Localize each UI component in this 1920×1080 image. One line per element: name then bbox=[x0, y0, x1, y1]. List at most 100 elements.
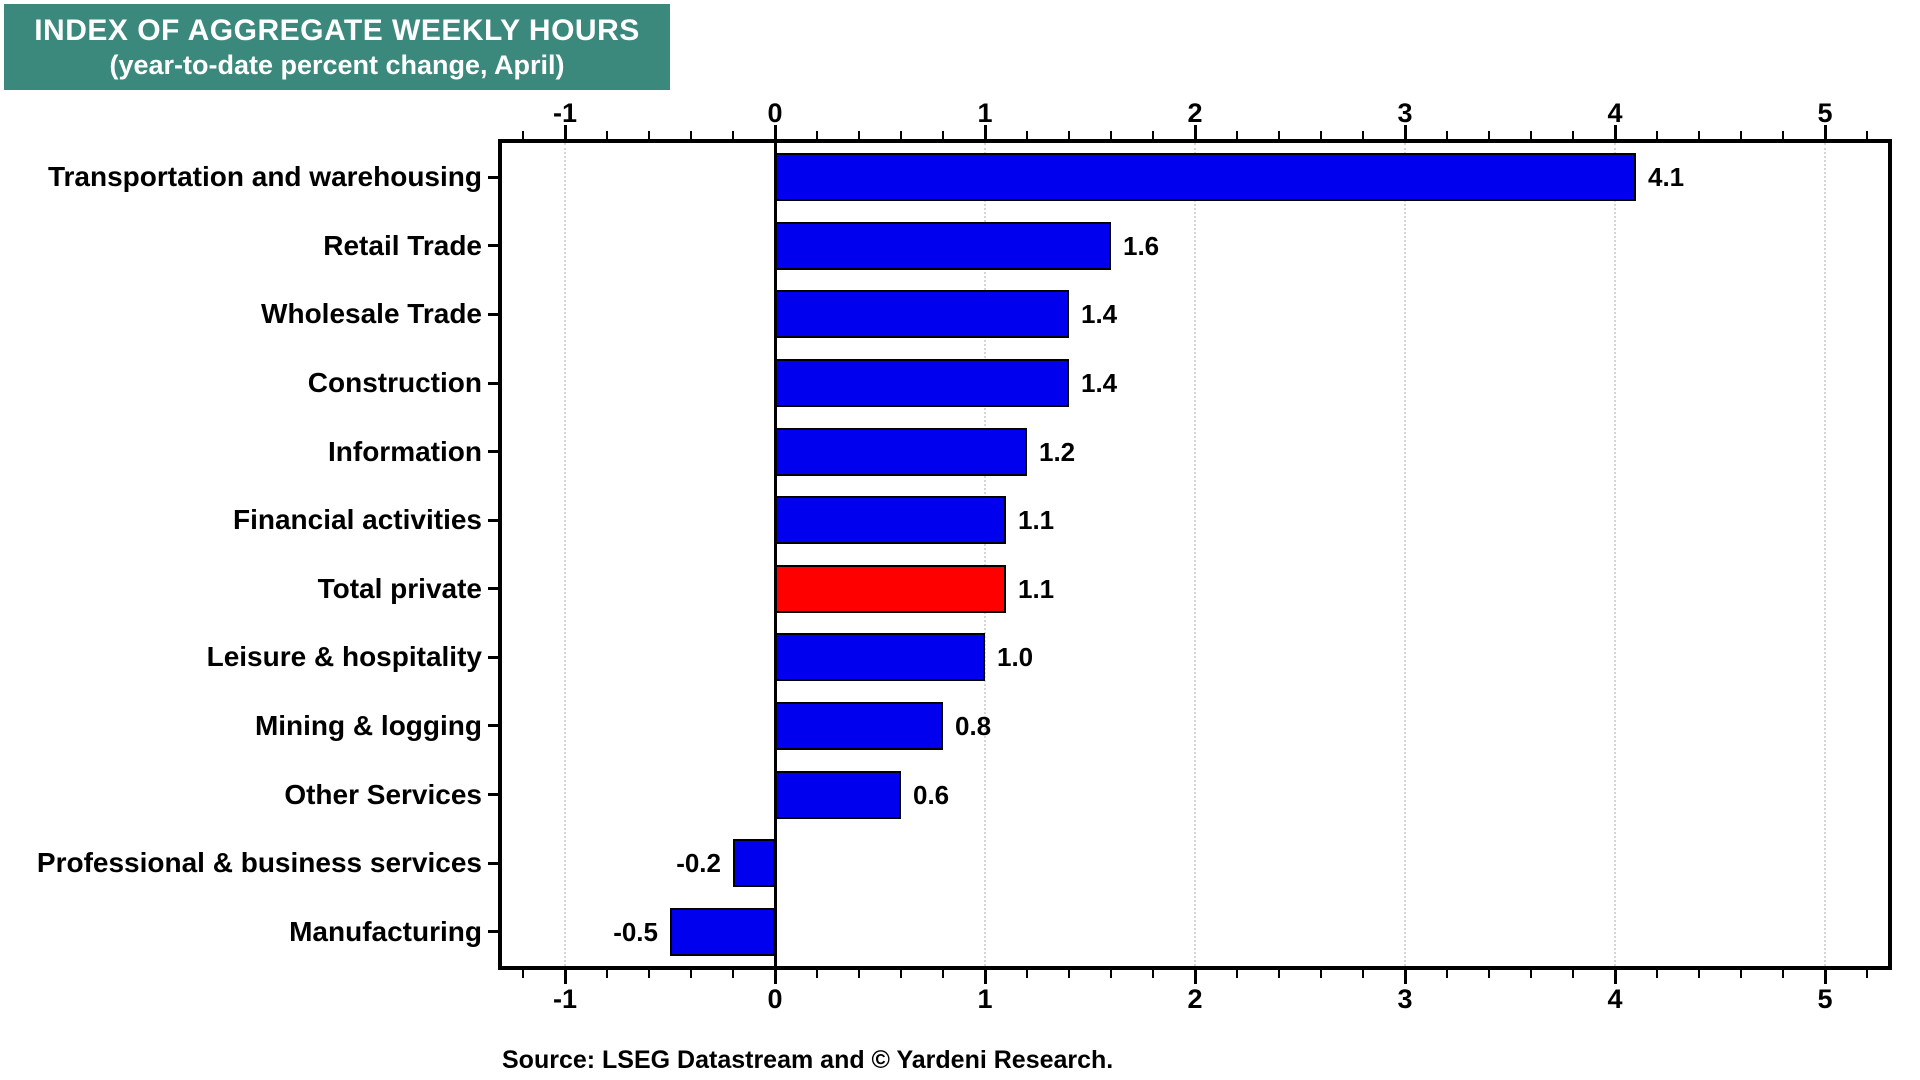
gridline bbox=[564, 143, 566, 966]
x-axis-tick-label-top: 5 bbox=[1817, 98, 1833, 128]
x-axis-major-tick bbox=[773, 125, 777, 139]
bar bbox=[775, 427, 1027, 476]
bar-highlight bbox=[775, 564, 1006, 613]
x-axis-tick-label-bottom: 1 bbox=[977, 984, 993, 1014]
x-axis-minor-tick bbox=[1278, 131, 1280, 139]
x-axis-minor-tick bbox=[1362, 970, 1364, 978]
category-tick bbox=[488, 312, 498, 316]
x-axis-minor-tick bbox=[1530, 970, 1532, 978]
category-tick bbox=[488, 724, 498, 728]
source-note: Source: LSEG Datastream and © Yardeni Re… bbox=[502, 1046, 1114, 1074]
x-axis-major-tick bbox=[1403, 125, 1407, 139]
x-axis-tick-label-bottom: 2 bbox=[1187, 984, 1203, 1014]
x-axis-minor-tick bbox=[1110, 131, 1112, 139]
x-axis-minor-tick bbox=[1740, 970, 1742, 978]
bar bbox=[775, 701, 943, 750]
x-axis-minor-tick bbox=[858, 970, 860, 978]
x-axis-major-tick bbox=[1193, 125, 1197, 139]
x-axis-minor-tick bbox=[1320, 970, 1322, 978]
x-axis-minor-tick bbox=[522, 131, 524, 139]
x-axis-minor-tick bbox=[942, 970, 944, 978]
x-axis-minor-tick bbox=[1698, 131, 1700, 139]
x-axis-minor-tick bbox=[1572, 131, 1574, 139]
value-label: 0.6 bbox=[913, 779, 950, 810]
value-label: -0.2 bbox=[676, 848, 721, 879]
category-tick bbox=[488, 244, 498, 248]
gridline bbox=[1194, 143, 1196, 966]
category-tick bbox=[488, 450, 498, 454]
category-label: Wholesale Trade bbox=[261, 298, 482, 330]
bar bbox=[775, 221, 1111, 270]
category-label: Information bbox=[328, 435, 482, 467]
x-axis-minor-tick bbox=[1278, 970, 1280, 978]
category-tick bbox=[488, 930, 498, 934]
category-label: Construction bbox=[307, 367, 482, 399]
chart-subtitle: (year-to-date percent change, April) bbox=[109, 49, 565, 80]
x-axis-major-tick bbox=[563, 970, 567, 984]
x-axis-minor-tick bbox=[1068, 970, 1070, 978]
x-axis-tick-label-bottom: 5 bbox=[1817, 984, 1833, 1014]
x-axis-major-tick bbox=[1823, 125, 1827, 139]
x-axis-minor-tick bbox=[1152, 970, 1154, 978]
x-axis-tick-label-top: 4 bbox=[1607, 98, 1623, 128]
category-label: Manufacturing bbox=[289, 915, 482, 947]
x-axis-minor-tick bbox=[1572, 970, 1574, 978]
value-label: 0.8 bbox=[955, 710, 992, 741]
x-axis-minor-tick bbox=[1236, 970, 1238, 978]
x-axis-minor-tick bbox=[900, 131, 902, 139]
x-axis-minor-tick bbox=[1866, 970, 1868, 978]
category-label: Transportation and warehousing bbox=[47, 161, 482, 193]
x-axis-minor-tick bbox=[606, 970, 608, 978]
x-axis-minor-tick bbox=[1068, 131, 1070, 139]
category-tick bbox=[488, 587, 498, 591]
x-axis-minor-tick bbox=[900, 970, 902, 978]
value-label: 1.1 bbox=[1018, 573, 1055, 604]
x-axis-minor-tick bbox=[1362, 131, 1364, 139]
x-axis-minor-tick bbox=[1530, 131, 1532, 139]
bar bbox=[775, 153, 1636, 202]
zero-line bbox=[773, 143, 777, 966]
category-label: Other Services bbox=[284, 778, 482, 810]
category-tick bbox=[488, 175, 498, 179]
bar bbox=[670, 907, 775, 956]
x-axis-minor-tick bbox=[732, 970, 734, 978]
x-axis-minor-tick bbox=[1488, 970, 1490, 978]
bar bbox=[775, 290, 1069, 339]
x-axis-minor-tick bbox=[648, 970, 650, 978]
gridline bbox=[1614, 143, 1616, 966]
bar bbox=[733, 839, 775, 888]
x-axis-major-tick bbox=[773, 970, 777, 984]
gridline bbox=[1824, 143, 1826, 966]
category-tick bbox=[488, 518, 498, 522]
x-axis-minor-tick bbox=[1446, 970, 1448, 978]
x-axis-minor-tick bbox=[1740, 131, 1742, 139]
x-axis-minor-tick bbox=[648, 131, 650, 139]
x-axis-major-tick bbox=[1613, 125, 1617, 139]
category-tick bbox=[488, 793, 498, 797]
x-axis-minor-tick bbox=[1236, 131, 1238, 139]
x-axis-minor-tick bbox=[1698, 970, 1700, 978]
x-axis-major-tick bbox=[563, 125, 567, 139]
x-axis-minor-tick bbox=[1866, 131, 1868, 139]
x-axis-minor-tick bbox=[1656, 970, 1658, 978]
x-axis-minor-tick bbox=[858, 131, 860, 139]
x-axis-minor-tick bbox=[1320, 131, 1322, 139]
bar bbox=[775, 633, 985, 682]
chart-title-box: INDEX OF AGGREGATE WEEKLY HOURS (year-to… bbox=[4, 4, 670, 90]
x-axis-minor-tick bbox=[1446, 131, 1448, 139]
x-axis-minor-tick bbox=[816, 131, 818, 139]
value-label: 1.4 bbox=[1081, 299, 1118, 330]
x-axis-minor-tick bbox=[732, 131, 734, 139]
x-axis-tick-label-bottom: 4 bbox=[1607, 984, 1623, 1014]
x-axis-tick-label-top: 3 bbox=[1397, 98, 1413, 128]
value-label: -0.5 bbox=[613, 916, 658, 947]
x-axis-minor-tick bbox=[1110, 970, 1112, 978]
x-axis-tick-label-top: 1 bbox=[977, 98, 993, 128]
value-label: 1.2 bbox=[1039, 436, 1076, 467]
x-axis-major-tick bbox=[1823, 970, 1827, 984]
x-axis-minor-tick bbox=[690, 131, 692, 139]
value-label: 1.4 bbox=[1081, 368, 1118, 399]
x-axis-minor-tick bbox=[1488, 131, 1490, 139]
x-axis-minor-tick bbox=[522, 970, 524, 978]
x-axis-major-tick bbox=[1193, 970, 1197, 984]
